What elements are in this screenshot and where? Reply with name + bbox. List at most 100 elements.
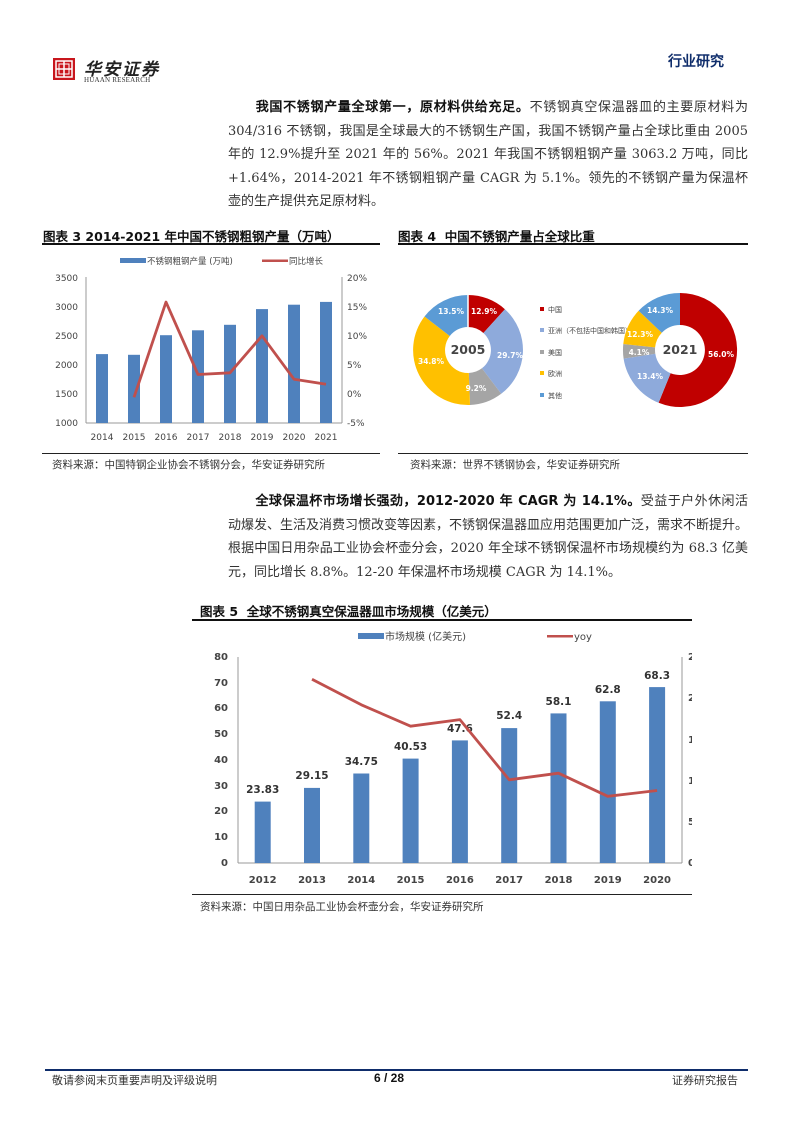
- svg-text:20: 20: [214, 806, 228, 817]
- svg-text:0: 0: [221, 858, 228, 869]
- paragraph-body: 受益于户外休闲活动爆发、生活及消费习惯改变等因素，不锈钢保温器皿应用范围更加广泛…: [228, 494, 749, 580]
- bar-data-labels: 23.83 29.15 34.75 40.53 47.6 52.4 58.1 6…: [246, 670, 670, 796]
- svg-text:2014: 2014: [91, 433, 114, 443]
- figure-3-label: 图表 3: [43, 229, 82, 244]
- svg-text:2017: 2017: [495, 875, 523, 886]
- svg-text:50: 50: [214, 729, 228, 740]
- svg-text:20%: 20%: [688, 693, 692, 704]
- svg-text:2005: 2005: [451, 342, 486, 357]
- svg-text:2018: 2018: [219, 433, 242, 443]
- figure-5-bottom-rule: [192, 894, 692, 895]
- legend-bar-swatch: [358, 633, 384, 639]
- svg-text:56.0%: 56.0%: [708, 350, 735, 359]
- figure-4-text: 中国不锈钢产量占全球比重: [444, 229, 595, 244]
- figure-4-title: 图表 4 中国不锈钢产量占全球比重: [398, 226, 595, 245]
- production-bars: [96, 301, 332, 423]
- svg-text:29.15: 29.15: [295, 770, 328, 782]
- huaan-logo-icon: [53, 58, 75, 80]
- svg-text:亚洲（不包括中国和韩国）: 亚洲（不包括中国和韩国）: [548, 326, 632, 335]
- svg-text:2019: 2019: [251, 433, 274, 443]
- svg-text:5%: 5%: [347, 361, 362, 371]
- svg-text:58.1: 58.1: [546, 696, 572, 708]
- svg-text:欧洲: 欧洲: [548, 369, 562, 378]
- right-axis-ticks: 0% 5% 10% 15% 20% 25%: [688, 652, 692, 869]
- yoy-line: [132, 300, 327, 398]
- legend-bar-swatch: [120, 258, 146, 263]
- legend-line-label: yoy: [574, 632, 592, 643]
- svg-text:其他: 其他: [548, 391, 562, 400]
- legend-bar-label: 不锈钢粗钢产量 (万吨): [147, 256, 233, 267]
- svg-text:15%: 15%: [347, 303, 367, 313]
- figure-4-bottom-rule: [398, 453, 748, 454]
- page-number: 6 / 28: [374, 1071, 405, 1085]
- figure-3-source: 资料来源：中国特钢企业协会不锈钢分会，华安证券研究所: [52, 459, 325, 471]
- svg-text:2020: 2020: [283, 433, 306, 443]
- figure-3-text: 2014-2021 年中国不锈钢粗钢产量（万吨）: [85, 229, 340, 244]
- svg-text:12.9%: 12.9%: [471, 307, 498, 316]
- yoy-line: [311, 677, 658, 798]
- figure-5-title: 图表 5 全球不锈钢真空保温器皿市场规模（亿美元）: [200, 601, 497, 620]
- figure-5-rule: [192, 619, 692, 621]
- svg-text:0%: 0%: [347, 390, 362, 400]
- svg-text:2020: 2020: [643, 875, 671, 886]
- logo-chinese-name: 华安证券: [84, 60, 160, 80]
- svg-text:60: 60: [214, 703, 228, 714]
- x-axis-labels: 2012 2013 2014 2015 2016 2017 2018 2019 …: [249, 875, 671, 886]
- footer-doc-type: 证券研究报告: [672, 1074, 738, 1087]
- svg-text:62.8: 62.8: [595, 684, 621, 696]
- footer-disclaimer: 敬请参阅末页重要声明及评级说明: [52, 1074, 217, 1087]
- svg-text:29.7%: 29.7%: [497, 351, 524, 360]
- donut-2021: 2021 56.0% 13.4% 4.1% 12.3% 14.3%: [622, 292, 738, 407]
- legend-bar-label: 市场规模 (亿美元): [385, 630, 466, 643]
- svg-text:40: 40: [214, 755, 228, 766]
- legend-line-swatch: [262, 259, 288, 262]
- svg-text:2018: 2018: [545, 875, 573, 886]
- paragraph-lead: 我国不锈钢产量全球第一，原材料供给充足。: [255, 100, 530, 115]
- svg-text:2012: 2012: [249, 875, 277, 886]
- svg-text:20%: 20%: [347, 274, 367, 284]
- svg-text:34.8%: 34.8%: [418, 357, 445, 366]
- section-label: 行业研究: [668, 54, 724, 70]
- figure-3-bottom-rule: [42, 453, 380, 454]
- paragraph-market-growth: 全球保温杯市场增长强劲，2012-2020 年 CAGR 为 14.1%。受益于…: [228, 490, 748, 584]
- svg-text:2017: 2017: [187, 433, 210, 443]
- right-axis-ticks: -5% 0% 5% 10% 15% 20%: [347, 274, 367, 429]
- legend-line-swatch: [547, 635, 573, 638]
- figure-4-label: 图表 4: [398, 229, 437, 244]
- svg-text:15%: 15%: [688, 735, 692, 746]
- svg-text:美国: 美国: [548, 348, 562, 357]
- svg-text:34.75: 34.75: [345, 756, 378, 768]
- svg-text:14.3%: 14.3%: [647, 306, 674, 315]
- svg-text:2000: 2000: [55, 361, 78, 371]
- figure-5-source: 资料来源：中国日用杂品工业协会杯壶分会，华安证券研究所: [200, 901, 484, 913]
- svg-text:68.3: 68.3: [644, 670, 670, 682]
- svg-text:2016: 2016: [155, 433, 178, 443]
- svg-text:13.4%: 13.4%: [637, 372, 664, 381]
- pie-legend: 中国 亚洲（不包括中国和韩国） 美国 欧洲 其他: [540, 305, 632, 400]
- svg-text:13.5%: 13.5%: [438, 307, 465, 316]
- svg-text:2013: 2013: [298, 875, 326, 886]
- svg-text:中国: 中国: [548, 305, 562, 314]
- svg-text:2021: 2021: [663, 342, 698, 357]
- figure-5-text: 全球不锈钢真空保温器皿市场规模（亿美元）: [246, 604, 497, 619]
- legend-line-label: 同比增长: [289, 256, 324, 267]
- logo-english-name: HUAAN RESEARCH: [84, 76, 151, 84]
- svg-text:2014: 2014: [347, 875, 375, 886]
- svg-text:0%: 0%: [688, 858, 692, 869]
- svg-text:2016: 2016: [446, 875, 474, 886]
- paragraph-steel-supply: 我国不锈钢产量全球第一，原材料供给充足。不锈钢真空保温器皿的主要原材料为 304…: [228, 96, 748, 214]
- svg-text:5%: 5%: [688, 817, 692, 828]
- donut-2005: 2005 12.9% 29.7% 9.2% 34.8% 13.5%: [413, 295, 524, 406]
- svg-text:70: 70: [214, 678, 228, 689]
- left-axis-ticks: 1000 1500 2000 2500 3000 3500: [55, 274, 78, 429]
- svg-text:10%: 10%: [688, 776, 692, 787]
- left-axis-ticks: 0 10 20 30 40 50 60 70 80: [214, 652, 228, 869]
- svg-text:4.1%: 4.1%: [629, 348, 650, 357]
- figure-5-chart: 市场规模 (亿美元) yoy 0 10 20 30 40 50 60 70 80…: [214, 630, 692, 886]
- figure-3-rule: [42, 243, 380, 245]
- footer-rule: [45, 1069, 748, 1071]
- figure-4-chart: 2005 12.9% 29.7% 9.2% 34.8% 13.5% 中国 亚洲（…: [413, 292, 738, 407]
- svg-text:23.83: 23.83: [246, 784, 279, 796]
- svg-text:2500: 2500: [55, 332, 78, 342]
- svg-text:1500: 1500: [55, 390, 78, 400]
